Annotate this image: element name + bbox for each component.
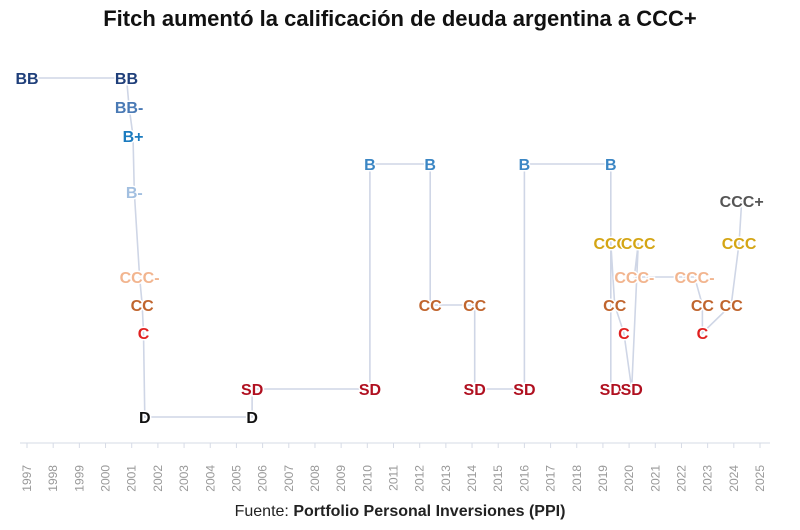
rating-label: B [519, 157, 531, 174]
rating-label: BB- [115, 100, 143, 117]
rating-label: CC [691, 298, 715, 315]
rating-label: D [139, 410, 151, 427]
rating-label: CCC [593, 236, 628, 253]
rating-label: SD [464, 382, 486, 399]
rating-label: CCC- [614, 270, 654, 287]
x-tick-label: 2001 [125, 465, 139, 492]
x-tick-label: 2015 [491, 465, 505, 492]
rating-label: C [618, 326, 630, 343]
x-tick-label: 2023 [701, 465, 715, 492]
rating-label: CC [419, 298, 443, 315]
x-tick-label: 2006 [256, 465, 270, 492]
rating-label: CCC+ [720, 194, 764, 211]
x-tick-label: 2003 [177, 465, 191, 492]
rating-label: CCC [621, 236, 656, 253]
rating-label: B [424, 157, 436, 174]
rating-label: B [364, 157, 376, 174]
x-tick-label: 1998 [46, 465, 60, 492]
rating-history-line-layer [27, 77, 743, 418]
x-tick-label: 2005 [229, 465, 243, 492]
rating-label: CCC- [120, 270, 160, 287]
chart-title: Fitch aumentó la calificación de deuda a… [103, 6, 697, 31]
x-tick-label: 2019 [596, 465, 610, 492]
source-label: Fuente: [234, 503, 289, 520]
x-tick-label: 2013 [439, 465, 453, 492]
x-tick-label: 2009 [334, 465, 348, 492]
x-tick-label: 2004 [203, 465, 217, 492]
x-tick-label: 2020 [622, 465, 636, 492]
x-tick-label: 2017 [544, 465, 558, 492]
x-tick-label: 2021 [648, 465, 662, 492]
rating-label: SD [600, 382, 622, 399]
rating-label: SD [359, 382, 381, 399]
rating-label: CC [720, 298, 744, 315]
x-tick-label: 1999 [72, 465, 86, 492]
x-tick-label: 2008 [308, 465, 322, 492]
x-tick-label: 2018 [570, 465, 584, 492]
rating-label: CCC- [675, 270, 715, 287]
x-tick-label: 2025 [753, 465, 767, 492]
rating-label: D [246, 410, 258, 427]
x-axis: 1997 1998 1999 2000 2001 2002 2003 2004 2005 2006… [20, 442, 770, 492]
rating-label: SD [621, 382, 643, 399]
x-tick-label: 2014 [465, 465, 479, 492]
rating-label: SD [241, 382, 263, 399]
x-tick-label: 2002 [151, 465, 165, 492]
rating-label: C [138, 326, 150, 343]
rating-label: C [697, 326, 709, 343]
rating-label: CC [463, 298, 487, 315]
rating-label: SD [513, 382, 535, 399]
x-tick-label: 2011 [387, 465, 401, 491]
x-tick-label: 2024 [727, 465, 741, 492]
source-note: Fuente: Portfolio Personal Inversiones (… [0, 503, 800, 521]
x-tick-label: 2010 [360, 465, 374, 492]
rating-history-line [27, 77, 743, 418]
x-tick-label: 2007 [282, 465, 296, 492]
x-tick-label: 2022 [674, 465, 688, 492]
x-tick-label: 1997 [20, 465, 34, 492]
rating-label: CC [603, 298, 627, 315]
x-tick-label: 2000 [99, 465, 113, 492]
rating-label: BB [15, 71, 38, 88]
rating-label: CCC [722, 236, 757, 253]
x-tick-label: 2016 [517, 465, 531, 492]
rating-label: BB [115, 71, 138, 88]
source-name: Portfolio Personal Inversiones (PPI) [293, 503, 566, 520]
rating-label: B [605, 157, 617, 174]
rating-label: CC [131, 298, 155, 315]
rating-label: B+ [123, 129, 144, 146]
x-tick-label: 2012 [413, 465, 427, 492]
rating-label: B- [126, 185, 143, 202]
